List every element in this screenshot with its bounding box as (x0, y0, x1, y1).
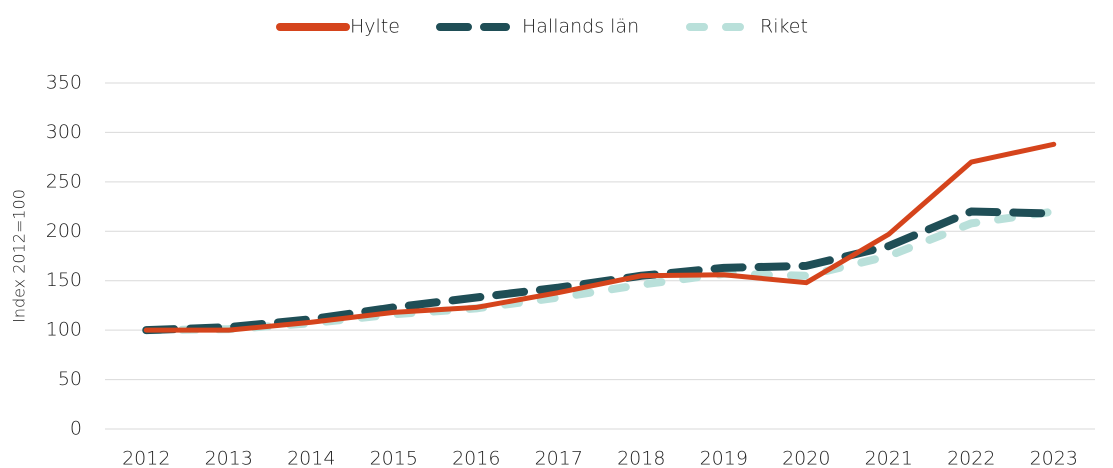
y-tick-label: 0 (70, 418, 82, 440)
y-tick-label: 100 (46, 319, 82, 341)
y-tick-label: 300 (46, 121, 82, 143)
x-tick-label: 2017 (535, 448, 583, 468)
y-tick-label: 50 (58, 368, 82, 390)
x-tick-label: 2018 (617, 448, 665, 468)
x-tick-label: 2012 (122, 448, 170, 468)
y-axis-label: Index 2012=100 (10, 189, 29, 323)
y-tick-label: 150 (46, 269, 82, 291)
x-tick-label: 2014 (287, 448, 335, 468)
series-line (143, 141, 1057, 333)
y-tick-label: 250 (46, 170, 82, 192)
legend-label: Hylte (350, 16, 400, 38)
y-tick-label: 200 (46, 220, 82, 242)
series-line (142, 207, 1058, 335)
legend-label: Hallands län (522, 16, 639, 38)
x-tick-label: 2023 (1030, 448, 1078, 468)
x-tick-label: 2016 (452, 448, 500, 468)
series-line (142, 207, 1058, 335)
x-tick-label: 2013 (205, 448, 253, 468)
x-tick-label: 2015 (370, 448, 418, 468)
x-tick-label: 2020 (782, 448, 830, 468)
x-tick-label: 2019 (700, 448, 748, 468)
y-tick-label: 350 (46, 72, 82, 94)
x-tick-label: 2021 (865, 448, 913, 468)
x-tick-label: 2022 (947, 448, 995, 468)
legend-label: Riket (760, 16, 808, 38)
